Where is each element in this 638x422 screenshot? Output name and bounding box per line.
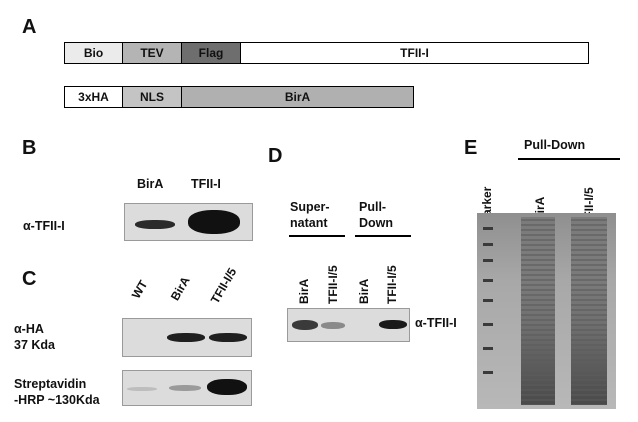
bio-segment: Bio: [64, 42, 123, 64]
panel-e-label: E: [464, 137, 478, 159]
lane-label-wt: WT: [128, 277, 151, 301]
band-d-pd-tfii-i-5: [379, 320, 407, 329]
underline-supernatant: [289, 235, 345, 237]
3xha-segment: 3xHA: [64, 86, 123, 108]
underline-pulldown: [355, 235, 411, 237]
group-label-supernatant-1: Super-: [290, 200, 330, 214]
blot-panel-c-ha: [122, 318, 252, 357]
tev-segment: TEV: [122, 42, 182, 64]
band-strep-tfii-i-5: [207, 379, 247, 395]
panel-b-label: B: [22, 137, 37, 159]
lane-label-d-tfii-i-5-2: TFII-I/5: [385, 265, 399, 304]
lane-label-bira: BirA: [137, 177, 164, 191]
marker-lane: [483, 227, 493, 374]
group-label-pulldown-1: Pull-: [359, 200, 387, 214]
blot-panel-c-streptavidin: [122, 370, 252, 406]
gel-panel-e: [477, 213, 616, 409]
row-label-streptavidin: Streptavidin: [14, 377, 87, 391]
panel-d-label: D: [268, 145, 283, 167]
band-tfii-i: [188, 210, 240, 234]
row-label-37kda: 37 Kda: [14, 338, 55, 352]
construct-bira: 3xHA NLS BirA: [64, 86, 414, 108]
bira-segment: BirA: [181, 86, 414, 108]
blot-panel-d: [287, 308, 410, 342]
lane-tfii-i-5-gel: [571, 217, 607, 405]
lane-bira-gel: [521, 217, 555, 405]
lane-label-d-bira-1: BirA: [297, 278, 311, 304]
tfii-i-segment: TFII-I: [240, 42, 589, 64]
construct-tfii-i: Bio TEV Flag TFII-I: [64, 42, 589, 64]
header-pull-down: Pull-Down: [524, 138, 586, 152]
row-label-d-anti-tfii-i: α-TFII-I: [415, 316, 457, 330]
panel-c-label: C: [22, 268, 37, 290]
lane-label-bira-c: BirA: [167, 274, 193, 303]
band-d-super-tfii-i-5: [321, 322, 345, 329]
lane-label-d-tfii-i-5-1: TFII-I/5: [326, 265, 340, 304]
row-label-anti-ha: α-HA: [14, 322, 44, 336]
band-ha-tfii-i-5: [209, 333, 247, 342]
underline-pull-down: [518, 158, 620, 160]
band-ha-bira: [167, 333, 205, 342]
flag-segment: Flag: [181, 42, 241, 64]
row-label-hrp-130kda: -HRP ~130Kda: [14, 393, 100, 407]
lane-label-tfii-i: TFII-I: [191, 177, 221, 191]
group-label-pulldown-2: Down: [359, 216, 394, 230]
band-bira: [135, 220, 175, 229]
lane-label-tfii-i-5-c: TFII-I/5: [207, 265, 240, 306]
lane-label-d-bira-2: BirA: [357, 278, 371, 304]
blot-panel-b: [124, 203, 253, 241]
panel-a-label: A: [22, 16, 37, 38]
nls-segment: NLS: [122, 86, 182, 108]
band-d-super-bira: [292, 320, 318, 330]
band-strep-bira: [169, 385, 201, 391]
group-label-supernatant-2: natant: [290, 216, 328, 230]
gel-lanes: [483, 217, 607, 405]
row-label-anti-tfii-i: α-TFII-I: [23, 219, 65, 233]
band-strep-wt: [127, 387, 157, 391]
